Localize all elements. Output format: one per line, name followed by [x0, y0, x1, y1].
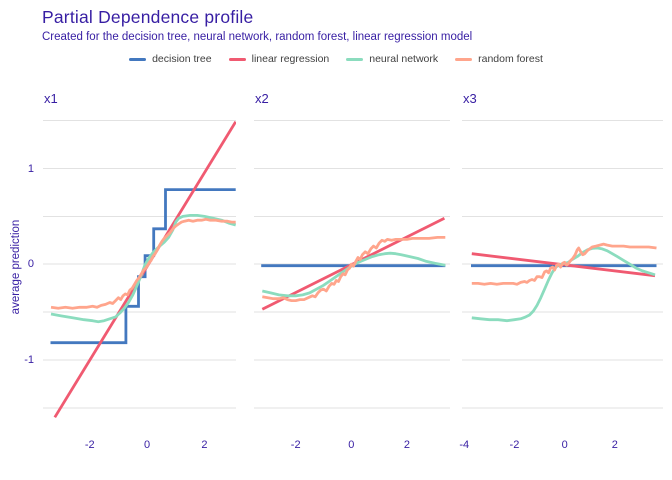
panel-plot-x1	[43, 120, 237, 419]
legend-line-swatch	[455, 57, 473, 61]
series-line-random-forest	[50, 217, 236, 310]
legend-item-random-forest: random forest	[455, 53, 543, 65]
legend-label: decision tree	[152, 53, 212, 65]
legend-item-linear-regression: linear regression	[228, 53, 330, 65]
legend-line-swatch	[129, 57, 147, 61]
x-tick-label: 2	[201, 439, 208, 451]
panel-plot-x3	[462, 120, 663, 409]
panel-strip-title-x2: x2	[255, 91, 269, 106]
legend-item-neural-network: neural network	[346, 53, 438, 65]
legend: decision tree linear regression neural net…	[0, 51, 672, 67]
series-line-random-forest	[471, 242, 657, 286]
page-subtitle: Created for the decision tree, neural ne…	[42, 31, 473, 43]
legend-line-swatch	[346, 57, 364, 61]
x-tick-label: 2	[403, 439, 410, 451]
x-tick-label: -2	[290, 439, 301, 451]
y-tick-label: 0	[27, 258, 34, 271]
panel-x1	[43, 114, 237, 425]
x-tick-label: 0	[348, 439, 355, 451]
x-tick-label: 0	[144, 439, 151, 451]
series-line-random-forest	[262, 236, 446, 303]
series-line-neural-network	[261, 251, 446, 298]
panel-plot-x2	[254, 120, 450, 409]
legend-item-decision-tree: decision tree	[129, 53, 212, 65]
x-tick-label: 2	[611, 439, 618, 451]
panel-x3	[462, 114, 663, 425]
legend-label: neural network	[369, 53, 439, 65]
y-tick-label: -1	[24, 353, 34, 366]
panel-strip-title-x3: x3	[463, 91, 477, 106]
x-tick-label: -2	[84, 439, 95, 451]
legend-line-swatch	[228, 57, 246, 61]
panel-strip-title-x1: x1	[44, 91, 58, 106]
y-tick-label: 1	[27, 162, 34, 175]
panel-x2	[254, 114, 450, 425]
x-tick-label: -4	[459, 439, 470, 451]
x-tick-label: 0	[561, 439, 568, 451]
legend-label: linear regression	[251, 53, 330, 65]
series-line-neural-network	[50, 214, 237, 324]
page-title: Partial Dependence profile	[42, 7, 254, 27]
x-tick-label: -2	[509, 439, 520, 451]
legend-label: random forest	[478, 53, 543, 65]
